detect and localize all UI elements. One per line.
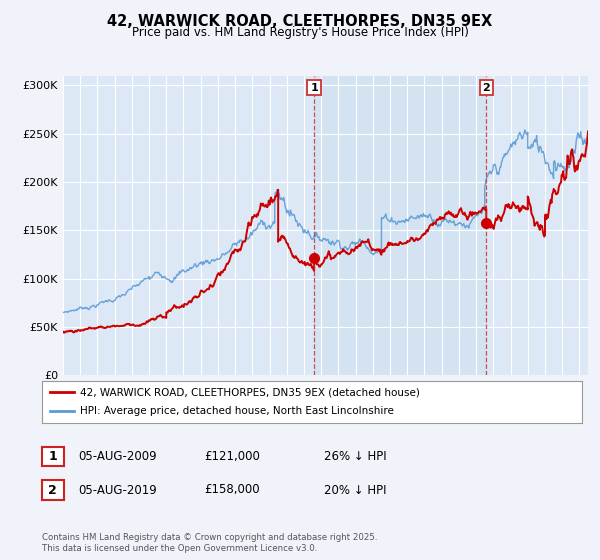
Text: 1: 1 xyxy=(49,450,57,463)
Text: 26% ↓ HPI: 26% ↓ HPI xyxy=(324,450,386,463)
Text: £121,000: £121,000 xyxy=(204,450,260,463)
Text: £158,000: £158,000 xyxy=(204,483,260,497)
Text: Price paid vs. HM Land Registry's House Price Index (HPI): Price paid vs. HM Land Registry's House … xyxy=(131,26,469,39)
Text: 2: 2 xyxy=(49,483,57,497)
Bar xyxy=(314,76,486,375)
Text: 42, WARWICK ROAD, CLEETHORPES, DN35 9EX (detached house): 42, WARWICK ROAD, CLEETHORPES, DN35 9EX … xyxy=(80,387,419,397)
Text: 1: 1 xyxy=(310,82,318,92)
Text: 2: 2 xyxy=(482,82,490,92)
Text: HPI: Average price, detached house, North East Lincolnshire: HPI: Average price, detached house, Nort… xyxy=(80,407,394,417)
Text: 42, WARWICK ROAD, CLEETHORPES, DN35 9EX: 42, WARWICK ROAD, CLEETHORPES, DN35 9EX xyxy=(107,14,493,29)
Text: 05-AUG-2009: 05-AUG-2009 xyxy=(78,450,157,463)
Text: Contains HM Land Registry data © Crown copyright and database right 2025.
This d: Contains HM Land Registry data © Crown c… xyxy=(42,533,377,553)
Text: 20% ↓ HPI: 20% ↓ HPI xyxy=(324,483,386,497)
Text: 05-AUG-2019: 05-AUG-2019 xyxy=(78,483,157,497)
